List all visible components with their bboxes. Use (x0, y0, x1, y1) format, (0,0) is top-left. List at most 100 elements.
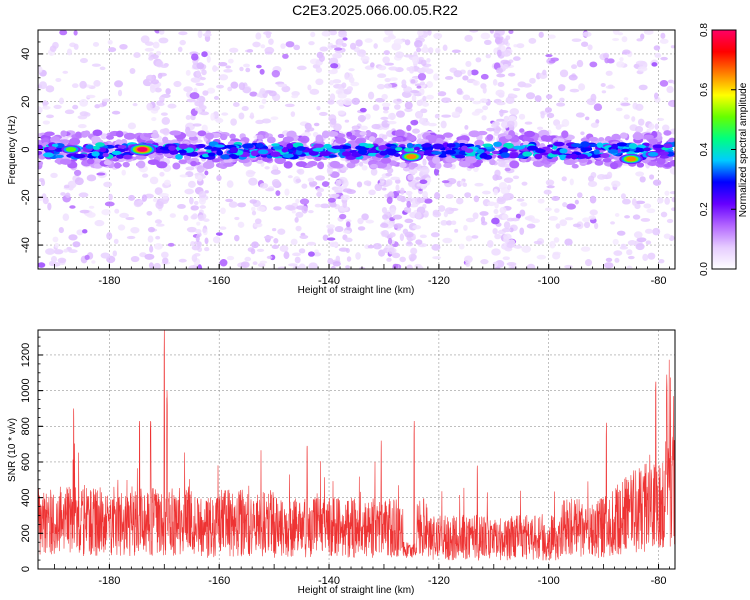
spectrogram-speckle (154, 87, 162, 93)
spectrogram-band-cell (38, 160, 44, 166)
spectrogram-speckle (594, 222, 599, 230)
spectrogram-speckle (555, 223, 561, 229)
spectrogram-band-cell (425, 134, 438, 141)
spectrogram-speckle (619, 57, 624, 62)
spectrogram-speckle (195, 70, 201, 78)
spectrogram-speckle (162, 257, 169, 265)
spectrogram-speckle (669, 167, 675, 175)
spectrogram-core-cell (591, 154, 601, 159)
spectrogram-speckle (408, 203, 419, 208)
spectrogram-speckle (51, 262, 61, 267)
spectrogram-speckle (192, 213, 198, 220)
spectrogram-core-cell (547, 144, 554, 148)
spectrogram-speckle (273, 206, 282, 211)
spectrogram-core-cell (111, 150, 122, 155)
spectrogram-speckle (391, 252, 401, 259)
spectrogram-speckle (536, 126, 544, 130)
spectrogram-speckle (388, 112, 396, 120)
spectrogram-speckle (250, 248, 256, 255)
spectrogram-speckle (381, 93, 388, 100)
spectrogram-speckle (481, 190, 491, 195)
snr-y-tick-label: 0 (20, 566, 32, 572)
spectrogram-speckle (613, 250, 623, 256)
spectrogram-speckle (525, 92, 536, 100)
spectrogram-core-cell (385, 148, 397, 155)
spectrogram-speckle (670, 45, 675, 49)
spectrogram-core-cell (513, 145, 525, 150)
spectrogram-core-cell (255, 143, 264, 149)
spectrogram-speckle (330, 63, 339, 69)
spectrogram-speckle (404, 218, 414, 224)
spectrogram-speckle (510, 217, 520, 222)
spectrogram-speckle (315, 66, 323, 73)
spectrogram-core-cell (565, 154, 573, 159)
spectrogram-core-cell (444, 150, 457, 155)
spectrogram-speckle (55, 77, 62, 82)
spectrogram-speckle (310, 31, 316, 38)
spectrogram-speckle (112, 250, 118, 257)
spectrogram-band-cell (59, 158, 72, 165)
spectrogram-speckle (415, 239, 423, 245)
spectrogram-speckle (378, 182, 384, 186)
spectrogram-speckle (294, 256, 301, 264)
spectrogram-speckle (493, 188, 499, 196)
spectrogram-speckle (503, 221, 511, 229)
spectrogram-speckle (216, 84, 224, 89)
spectrogram-speckle (237, 221, 245, 228)
spectrogram-speckle (384, 83, 393, 89)
spectrogram-band-cell (190, 160, 198, 167)
spectrogram-speckle (188, 265, 199, 269)
spectrogram-speckle (197, 214, 205, 222)
spectrogram-speckle (503, 177, 514, 183)
spectrogram-x-tick-label: -120 (428, 275, 450, 287)
spectrogram-core-cell (319, 151, 331, 157)
spectrogram-speckle (108, 47, 117, 53)
spectrogram-speckle (195, 228, 202, 234)
spectrogram-speckle (614, 213, 620, 217)
spectrogram-core-cell (48, 146, 56, 151)
spectrogram-speckle (384, 78, 391, 83)
spectrogram-speckle (370, 168, 378, 176)
spectrogram-speckle (559, 219, 568, 227)
spectrogram-core-cell (296, 146, 306, 151)
spectrogram-speckle (239, 66, 244, 72)
spectrogram-speckle (53, 104, 62, 109)
spectrogram-speckle (521, 245, 532, 253)
spectrogram-speckle (328, 30, 338, 36)
spectrogram-speckle (335, 255, 341, 263)
spectrogram-speckle (327, 226, 334, 235)
spectrogram-speckle (569, 88, 580, 93)
spectrogram-speckle (415, 111, 423, 119)
spectrogram-speckle (502, 38, 509, 45)
spectrogram-speckle (100, 252, 111, 259)
spectrogram-speckle (389, 77, 398, 81)
spectrogram-core-cell (378, 145, 388, 150)
spectrogram-speckle (644, 228, 653, 234)
spectrogram-speckle (337, 93, 347, 99)
spectrogram-x-tick-label: -80 (651, 275, 667, 287)
spectrogram-speckle (401, 79, 407, 86)
spectrogram-speckle (639, 176, 646, 183)
spectrogram-speckle (40, 179, 46, 186)
spectrogram-speckle (308, 262, 318, 269)
spectrogram-band-cell (663, 130, 672, 136)
spectrogram-core-cell (38, 150, 43, 155)
spectrogram-speckle (653, 92, 659, 100)
spectrogram-speckle (275, 190, 281, 197)
spectrogram-speckle (382, 214, 389, 220)
spectrogram-speckle (440, 220, 448, 226)
spectrogram-speckle (86, 174, 97, 182)
spectrogram-band-cell (222, 162, 234, 167)
spectrogram-speckle (45, 248, 55, 255)
spectrogram-speckle (298, 263, 306, 269)
spectrogram-band-cell (346, 162, 356, 169)
spectrogram-speckle (386, 257, 392, 262)
spectrogram-speckle (107, 39, 113, 45)
snr-x-tick-label: -140 (318, 575, 340, 587)
spectrogram-speckle (159, 128, 170, 134)
spectrogram-speckle (660, 32, 666, 39)
spectrogram-band-cell (86, 158, 95, 165)
spectrogram-speckle (368, 189, 376, 196)
spectrogram-speckle (420, 166, 430, 175)
spectrogram-speckle (265, 188, 275, 192)
